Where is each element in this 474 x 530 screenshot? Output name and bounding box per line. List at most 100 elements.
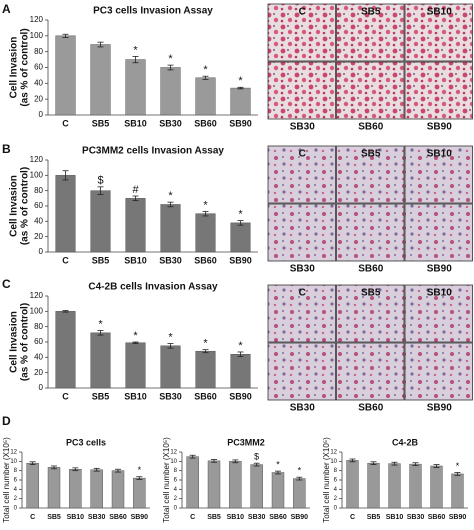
x-tick-label: SB5 [207,514,221,521]
error-bar [62,170,69,181]
image-label: SB30 [290,403,315,414]
chart-title: PC3MM2 [227,437,265,447]
x-tick-label: SB30 [88,514,106,521]
y-tick-label: 0 [174,506,178,512]
error-bar [237,86,244,90]
image-label: SB10 [427,7,452,18]
y-tick-label: 40 [34,216,43,225]
x-tick-label: SB5 [92,118,110,128]
micrograph [404,342,473,401]
bar [69,469,82,509]
x-tick-label: SB30 [159,255,182,265]
y-axis-label: (as % of control) [20,167,31,245]
micrograph [336,342,405,401]
error-bar [349,458,356,463]
bar [195,77,216,116]
y-tick-label: 60 [34,337,43,346]
significance-label: * [168,190,173,202]
error-bar [167,64,174,71]
image-label: SB90 [427,264,452,275]
error-bar [51,465,57,470]
significance-label: * [98,318,103,330]
image-label: C [299,149,306,160]
x-tick-label: SB60 [194,391,217,401]
bar [230,87,251,116]
micrograph [267,3,336,62]
bar [229,461,242,509]
micrograph [336,203,405,262]
bar [271,472,285,509]
bar [55,175,76,253]
significance-label: * [238,75,243,87]
y-tick-label: 100 [30,31,44,40]
significance-label: * [238,208,243,220]
error-bar [62,310,69,313]
x-tick-label: SB90 [229,118,252,128]
x-tick-label: C [350,514,355,521]
x-tick-label: C [62,391,69,401]
bar [125,342,146,389]
chart-title: PC3 cells Invasion Assay [93,6,213,17]
image-label: SB90 [427,403,452,414]
micrograph [267,145,336,204]
y-axis-label: Total cell number (X10⁵) [162,437,171,523]
x-tick-label: SB90 [229,391,252,401]
error-bar [97,41,104,48]
x-tick-label: SB10 [227,514,245,521]
error-bar [115,468,121,473]
x-tick-label: SB10 [386,514,404,521]
micrograph [404,61,473,120]
y-tick-label: 12 [10,450,17,456]
y-tick-label: 8 [14,468,18,474]
y-axis-label: Cell Invasion [9,311,20,373]
y-tick-label: 12 [170,450,177,456]
bar [47,467,61,509]
error-bar [93,467,100,472]
error-bar [167,343,174,349]
bar [293,478,306,509]
x-tick-label: SB5 [367,514,381,521]
x-tick-label: SB30 [407,514,425,521]
image-label: SB10 [427,149,452,160]
x-tick-label: SB30 [159,118,182,128]
y-tick-label: 2 [334,496,338,502]
y-axis-label: (as % of control) [20,303,31,381]
error-bar [412,462,419,466]
bar [409,463,422,509]
error-bar [237,220,244,226]
micrograph [404,3,473,62]
image-label: SB30 [290,122,315,133]
error-bar [202,210,209,217]
y-tick-label: 8 [174,468,178,474]
error-bar [29,461,36,466]
bar [367,462,380,509]
bar [55,311,76,389]
y-tick-label: 120 [30,155,44,164]
significance-label: * [138,465,142,475]
error-bar [72,467,79,472]
bar [207,460,221,509]
error-bar [136,476,143,480]
bar [90,469,103,509]
image-label: SB60 [358,403,383,414]
x-tick-label: SB10 [67,514,85,521]
image-label: SB5 [361,7,381,18]
error-bar [202,349,209,354]
micrograph [336,145,405,204]
error-bar [132,195,139,202]
error-bar [232,459,239,464]
error-bar [454,472,461,476]
x-tick-label: C [62,255,69,265]
bar [90,332,111,389]
micrograph [267,284,336,343]
micrograph [336,61,405,120]
bar [250,464,263,509]
x-tick-label: SB10 [124,391,147,401]
bar [111,470,125,509]
x-tick-label: SB60 [269,514,287,521]
y-tick-label: 120 [30,15,44,24]
x-tick-label: SB5 [92,255,110,265]
panel-label: C [2,277,11,291]
y-tick-label: 40 [34,78,43,87]
